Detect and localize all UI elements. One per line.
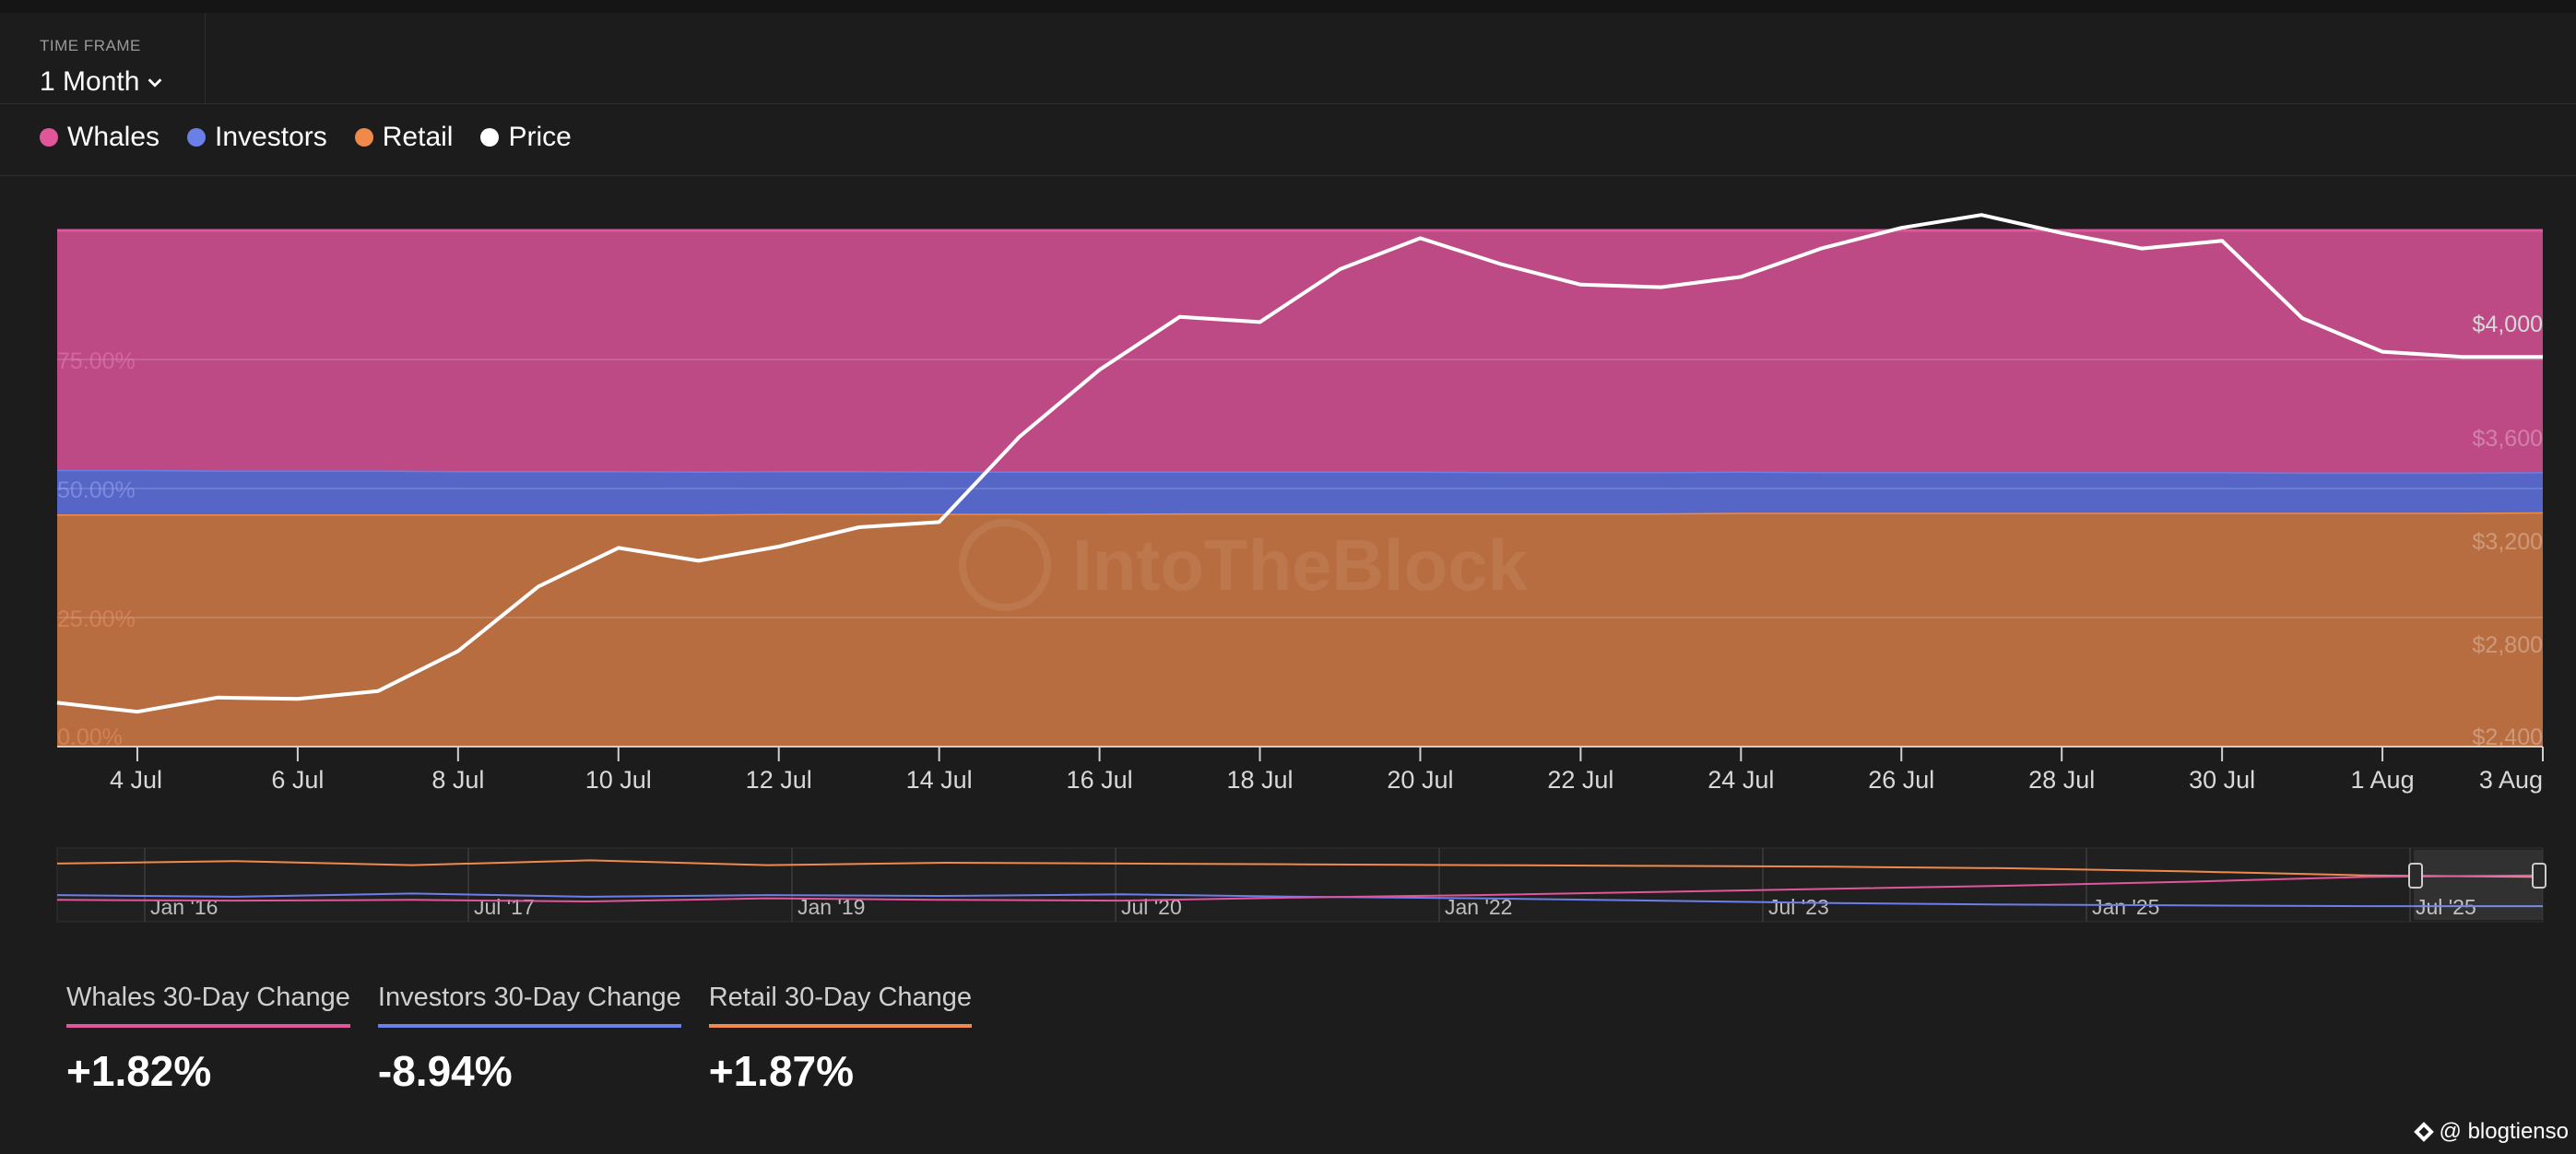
- stat-underline: [377, 1024, 681, 1028]
- x-tick-label: 4 Jul: [110, 766, 162, 794]
- x-tick-label: 22 Jul: [1547, 766, 1613, 794]
- legend-item-whales[interactable]: Whales: [40, 122, 160, 153]
- y-tick-label-left: 50.00%: [57, 477, 136, 503]
- navigator-line-retail: [56, 859, 2544, 878]
- stat-underline: [66, 1024, 350, 1028]
- navigator-background: [56, 847, 2544, 923]
- stat-whales: Whales 30-Day Change +1.82%: [66, 983, 350, 1096]
- navigator-tick-label: Jan '25: [2092, 895, 2159, 919]
- legend-item-investors[interactable]: Investors: [187, 122, 327, 153]
- stat-value: +1.82%: [66, 1047, 212, 1095]
- diamond-logo-icon: [2413, 1122, 2434, 1142]
- chart-legend: Whales Investors Retail Price: [40, 122, 572, 153]
- navigator-handle[interactable]: [2408, 863, 2423, 889]
- navigator-tick-label: Jul '17: [474, 895, 535, 919]
- y-tick-label-right: $2,800: [2473, 632, 2543, 658]
- x-tick-label: 3 Aug: [2479, 766, 2543, 794]
- timeframe-select[interactable]: 1 Month: [40, 66, 165, 98]
- timeframe-value: 1 Month: [40, 66, 140, 97]
- x-tick-label: 30 Jul: [2189, 766, 2255, 794]
- legend-label: Retail: [382, 122, 454, 152]
- area-investors: [57, 469, 2543, 514]
- watermark-logo-icon: [959, 519, 1051, 611]
- y-tick-label-left: 75.00%: [57, 348, 136, 374]
- stat-value: +1.87%: [708, 1047, 855, 1095]
- legend-dot: [187, 128, 207, 147]
- legend-dot: [354, 128, 373, 147]
- stat-label: Investors 30-Day Change: [377, 983, 681, 1012]
- stat-retail: Retail 30-Day Change +1.87%: [708, 983, 973, 1096]
- timeframe-panel: TIME FRAME 1 Month: [0, 13, 206, 103]
- navigator-tick-label: Jul '20: [1121, 895, 1182, 919]
- legend-item-retail[interactable]: Retail: [354, 122, 454, 153]
- legend-label: Price: [508, 122, 572, 152]
- navigator-selection: [2414, 850, 2543, 920]
- stat-investors: Investors 30-Day Change -8.94%: [377, 983, 681, 1096]
- stat-label: Whales 30-Day Change: [66, 983, 350, 1012]
- holder-composition-chart[interactable]: IntoTheBlock0.00%25.00%50.00%75.00%$2,40…: [0, 175, 2576, 940]
- price-line: [56, 213, 2543, 714]
- y-tick-label-left: 25.00%: [57, 606, 136, 632]
- x-tick-label: 24 Jul: [1707, 766, 1774, 794]
- legend-dot: [40, 128, 58, 147]
- x-tick-label: 12 Jul: [746, 766, 812, 794]
- area-retail: [57, 512, 2543, 747]
- chevron-down-icon: [148, 78, 162, 88]
- stat-underline: [708, 1024, 973, 1028]
- divider: [0, 103, 2576, 104]
- area-whales: [57, 230, 2543, 473]
- navigator-tick-label: Jan '16: [150, 895, 218, 919]
- stat-value: -8.94%: [377, 1047, 513, 1095]
- credit: @ blogtienso: [2412, 1119, 2569, 1145]
- x-tick-label: 16 Jul: [1067, 766, 1133, 794]
- legend-dot: [480, 128, 500, 147]
- timeframe-label: TIME FRAME: [40, 37, 141, 54]
- watermark-text: IntoTheBlock: [1072, 524, 1529, 606]
- legend-label: Investors: [215, 122, 327, 152]
- navigator-tick-label: Jul '23: [1768, 895, 1829, 919]
- x-tick-label: 6 Jul: [271, 766, 324, 794]
- x-tick-label: 14 Jul: [906, 766, 973, 794]
- stats-row: Whales 30-Day Change +1.82% Investors 30…: [66, 983, 973, 1096]
- y-tick-label-right: $4,000: [2473, 312, 2543, 337]
- credit-text: @ blogtienso: [2439, 1119, 2569, 1144]
- top-bar: [0, 0, 2576, 13]
- legend-item-price[interactable]: Price: [480, 122, 572, 153]
- x-tick-label: 1 Aug: [2351, 766, 2415, 794]
- x-tick-label: 18 Jul: [1226, 766, 1293, 794]
- x-tick-label: 26 Jul: [1868, 766, 1934, 794]
- navigator-line-whales: [56, 874, 2544, 903]
- x-tick-label: 8 Jul: [431, 766, 484, 794]
- y-tick-label-right: $3,600: [2473, 426, 2543, 452]
- y-tick-label-right: $3,200: [2473, 529, 2543, 555]
- x-tick-label: 28 Jul: [2028, 766, 2095, 794]
- navigator-handle[interactable]: [2532, 863, 2546, 889]
- x-tick-label: 10 Jul: [585, 766, 652, 794]
- x-tick-label: 20 Jul: [1387, 766, 1453, 794]
- legend-label: Whales: [67, 122, 160, 152]
- stat-label: Retail 30-Day Change: [708, 983, 973, 1012]
- divider: [0, 175, 2576, 176]
